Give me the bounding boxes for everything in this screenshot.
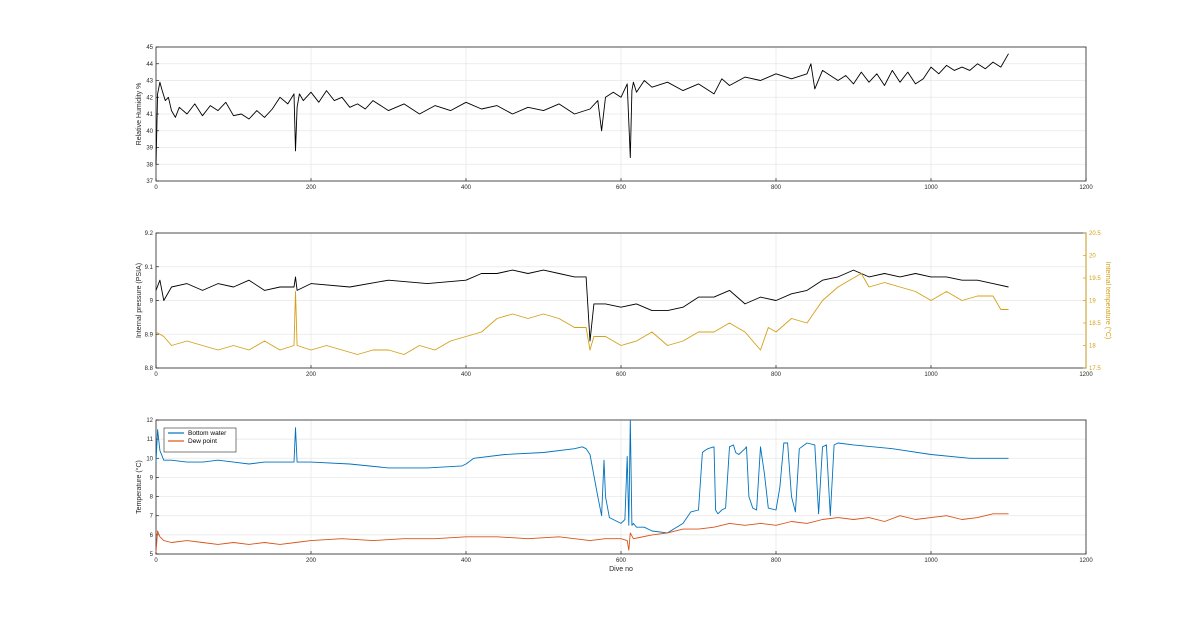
x-tick-label: 1000 <box>924 372 938 378</box>
y-right-tick-label: 18.5 <box>1089 321 1101 327</box>
y-tick-label: 40 <box>146 129 153 135</box>
y-axis-label: Temperature (°C) <box>135 460 143 514</box>
legend-entry: Dew point <box>188 438 217 445</box>
y-axis-label: Relative Humidity % <box>136 83 143 146</box>
y-tick-label: 8.9 <box>145 332 154 338</box>
x-tick-label: 0 <box>154 558 158 564</box>
y-tick-label: 9.2 <box>145 231 154 237</box>
series-line-1 <box>155 53 1009 165</box>
series-line-1 <box>155 269 1009 342</box>
x-tick-label: 600 <box>616 185 627 191</box>
x-tick-label: 200 <box>306 185 317 191</box>
x-tick-label: 200 <box>306 558 317 564</box>
y-right-tick-label: 19.5 <box>1089 276 1101 282</box>
x-tick-label: 0 <box>154 372 158 378</box>
legend-entry: Bottom water <box>188 430 227 437</box>
y-right-tick-label: 20.5 <box>1089 231 1101 237</box>
y-tick-label: 45 <box>146 45 153 51</box>
y-tick-label: 7 <box>150 514 154 520</box>
x-axis-label: Dive no <box>609 566 633 573</box>
axes-2: 0 200 400 600 800 1000 1200 8.8 8.9 9 9.1 9.2 17.5 18… <box>136 231 1112 378</box>
x-tick-label: 400 <box>461 372 472 378</box>
x-tick-label: 800 <box>771 185 782 191</box>
y-tick-label: 41 <box>146 112 153 118</box>
chart-root: 0 200 400 600 800 1000 1200373839404142434445R… <box>135 45 1112 573</box>
x-tick-label: 1200 <box>1079 372 1093 378</box>
y-tick-label: 8.8 <box>145 366 154 372</box>
x-tick-label: 0 <box>154 185 158 191</box>
series-line-2 <box>155 273 1009 355</box>
y-tick-label: 9 <box>150 299 154 305</box>
x-tick-label: 1200 <box>1079 558 1093 564</box>
y-right-tick-label: 19 <box>1089 299 1096 305</box>
y-tick-label: 11 <box>147 437 154 443</box>
x-tick-label: 800 <box>771 372 782 378</box>
x-tick-label: 800 <box>771 558 782 564</box>
y-axis-label: Internal pressure (PSIA) <box>136 263 143 338</box>
axes-1: 0 200 400 600 800 1000 1200 37 38 39 40 41 42 43 44 45 R… <box>136 45 1093 191</box>
y-right-tick-label: 17.5 <box>1089 366 1101 372</box>
y-tick-label: 43 <box>146 79 153 85</box>
x-tick-label: 600 <box>616 558 627 564</box>
series-line-2 <box>155 513 1009 553</box>
y-tick-label: 5 <box>150 552 154 558</box>
y-tick-label: 44 <box>146 62 153 68</box>
y-tick-label: 38 <box>146 162 153 168</box>
y-tick-label: 8 <box>150 495 154 501</box>
y-tick-label: 39 <box>146 146 153 152</box>
y-right-axis-label: Internal temperature (°C) <box>1104 262 1112 340</box>
y-right-tick-label: 18 <box>1089 344 1096 350</box>
legend-box <box>163 427 237 453</box>
axes-3: 0 200 400 600 800 1000 1200 5 6 7 8 9 10 11 12 Temperat… <box>135 418 1093 573</box>
y-tick-label: 12 <box>146 418 153 424</box>
x-tick-label: 1200 <box>1079 185 1093 191</box>
y-tick-label: 9 <box>150 475 154 481</box>
x-tick-label: 1000 <box>924 558 938 564</box>
y-tick-label: 42 <box>146 95 153 101</box>
y-tick-label: 37 <box>146 179 153 185</box>
x-tick-label: 1000 <box>924 185 938 191</box>
y-tick-label: 10 <box>146 456 153 462</box>
y-tick-label: 6 <box>150 533 154 539</box>
x-tick-label: 200 <box>306 372 317 378</box>
y-right-tick-label: 20 <box>1089 254 1096 260</box>
x-tick-label: 400 <box>461 185 472 191</box>
x-tick-label: 600 <box>616 372 627 378</box>
y-tick-label: 9.1 <box>145 265 154 271</box>
x-tick-label: 400 <box>461 558 472 564</box>
